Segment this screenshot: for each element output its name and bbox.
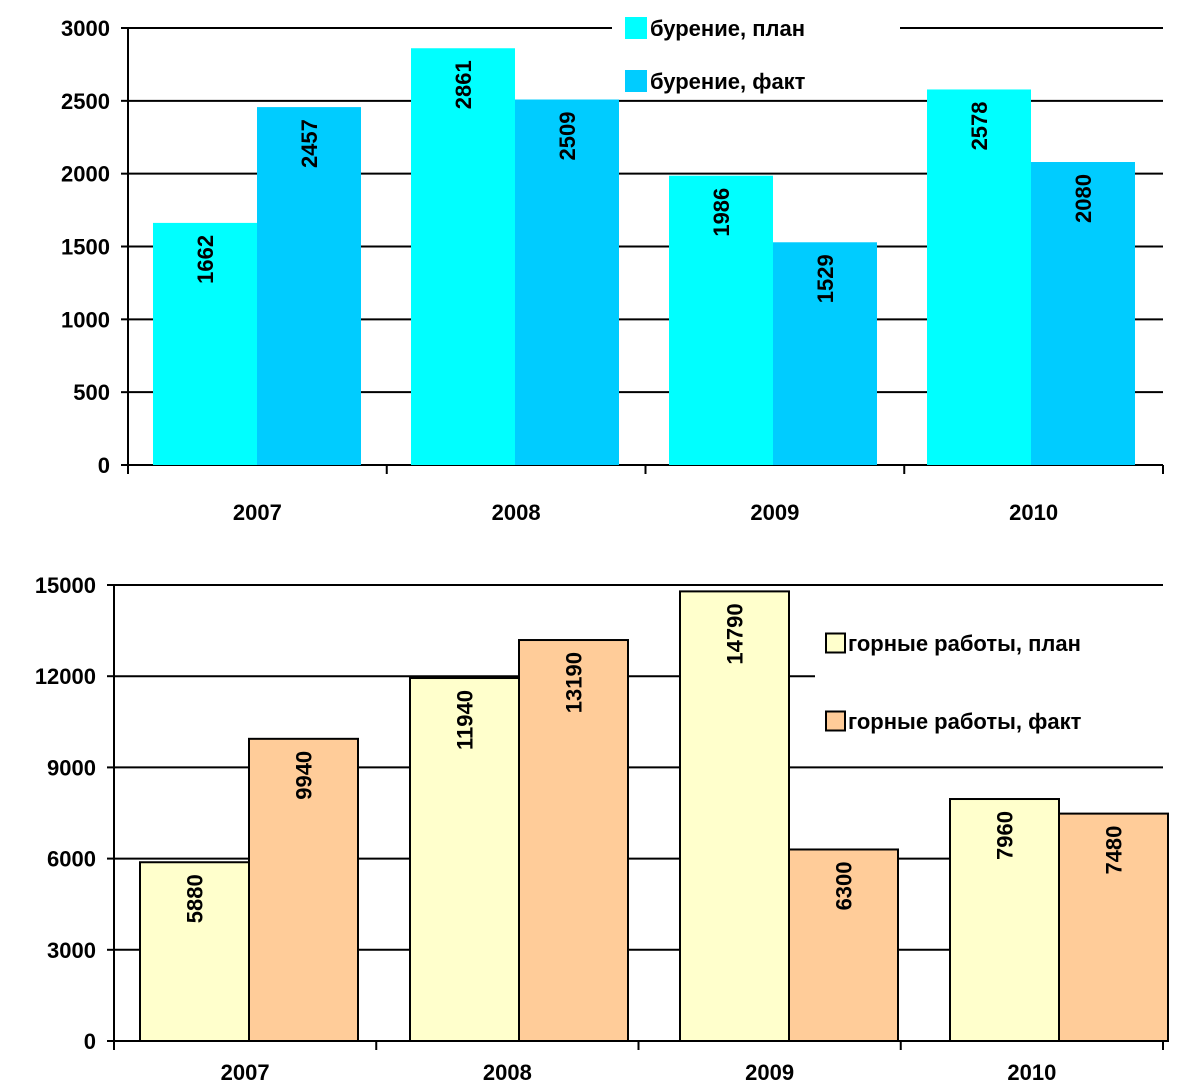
drilling-category-label: 2009: [750, 500, 799, 525]
drilling-y-tick-label: 1500: [61, 235, 110, 260]
mining-bar: [949, 798, 1060, 1042]
drilling-data-label: 1662: [193, 235, 218, 284]
mining-category-label: 2008: [483, 1060, 532, 1085]
mining-data-label: 5880: [183, 874, 208, 923]
drilling-data-label: 1986: [709, 188, 734, 237]
mining-bar: [788, 848, 899, 1042]
drilling-bar: [1031, 162, 1135, 465]
mining-y-tick-label: 3000: [47, 938, 96, 963]
mining-bar: [1058, 812, 1169, 1042]
mining-data-label: 13190: [562, 652, 587, 713]
drilling-legend-label: бурение, факт: [650, 69, 806, 94]
mining-data-label: 11940: [453, 690, 478, 750]
mining-legend-swatch: [825, 710, 846, 732]
drilling-legend-box: [612, 6, 900, 98]
mining-legend-label: горные работы, план: [848, 631, 1081, 656]
mining-category-label: 2010: [1007, 1060, 1056, 1085]
drilling-bar: [773, 242, 877, 465]
mining-legend-box: [815, 615, 1175, 745]
drilling-data-label: 1529: [813, 254, 838, 303]
drilling-y-tick-label: 0: [98, 453, 110, 478]
drilling-category-label: 2010: [1009, 500, 1058, 525]
mining-bar: [139, 861, 250, 1042]
drilling-bar: [927, 89, 1031, 465]
mining-legend-swatch: [825, 632, 846, 654]
mining-data-label: 14790: [723, 603, 748, 664]
drilling-y-tick-label: 500: [73, 380, 110, 405]
drilling-y-tick-label: 1000: [61, 307, 110, 332]
drilling-legend-label: бурение, план: [650, 16, 805, 41]
drilling-data-label: 2509: [555, 112, 580, 161]
drilling-bar: [669, 175, 773, 465]
drilling-data-label: 2080: [1071, 174, 1096, 223]
drilling-category-label: 2007: [233, 500, 282, 525]
mining-y-tick-label: 0: [84, 1029, 96, 1054]
mining-bar: [248, 737, 359, 1042]
mining-category-label: 2009: [745, 1060, 794, 1085]
drilling-data-label: 2861: [451, 60, 476, 109]
mining-bar: [679, 590, 790, 1042]
mining-legend-label: горные работы, факт: [848, 709, 1082, 734]
drilling-data-label: 2457: [297, 119, 322, 168]
mining-y-tick-label: 9000: [47, 755, 96, 780]
mining-y-tick-label: 6000: [47, 847, 96, 872]
mining-category-label: 2007: [221, 1060, 270, 1085]
drilling-category-label: 2008: [492, 500, 541, 525]
drilling-bar: [153, 222, 257, 465]
drilling-bar: [515, 99, 619, 465]
mining-y-tick-label: 15000: [35, 573, 96, 598]
drilling-bar: [411, 48, 515, 465]
mining-data-label: 7960: [993, 811, 1018, 860]
drilling-y-tick-label: 3000: [61, 16, 110, 41]
mining-data-label: 7480: [1102, 826, 1127, 875]
mining-bar: [518, 639, 629, 1042]
drilling-y-tick-label: 2000: [61, 162, 110, 187]
mining-y-tick-label: 12000: [35, 664, 96, 689]
mining-data-label: 6300: [832, 861, 857, 910]
drilling-legend-swatch: [625, 17, 647, 39]
mining-data-label: 9940: [292, 751, 317, 800]
drilling-legend-swatch: [625, 70, 647, 92]
drilling-data-label: 2578: [967, 101, 992, 150]
drilling-bar: [257, 107, 361, 466]
drilling-y-tick-label: 2500: [61, 89, 110, 114]
mining-bar: [409, 677, 520, 1042]
